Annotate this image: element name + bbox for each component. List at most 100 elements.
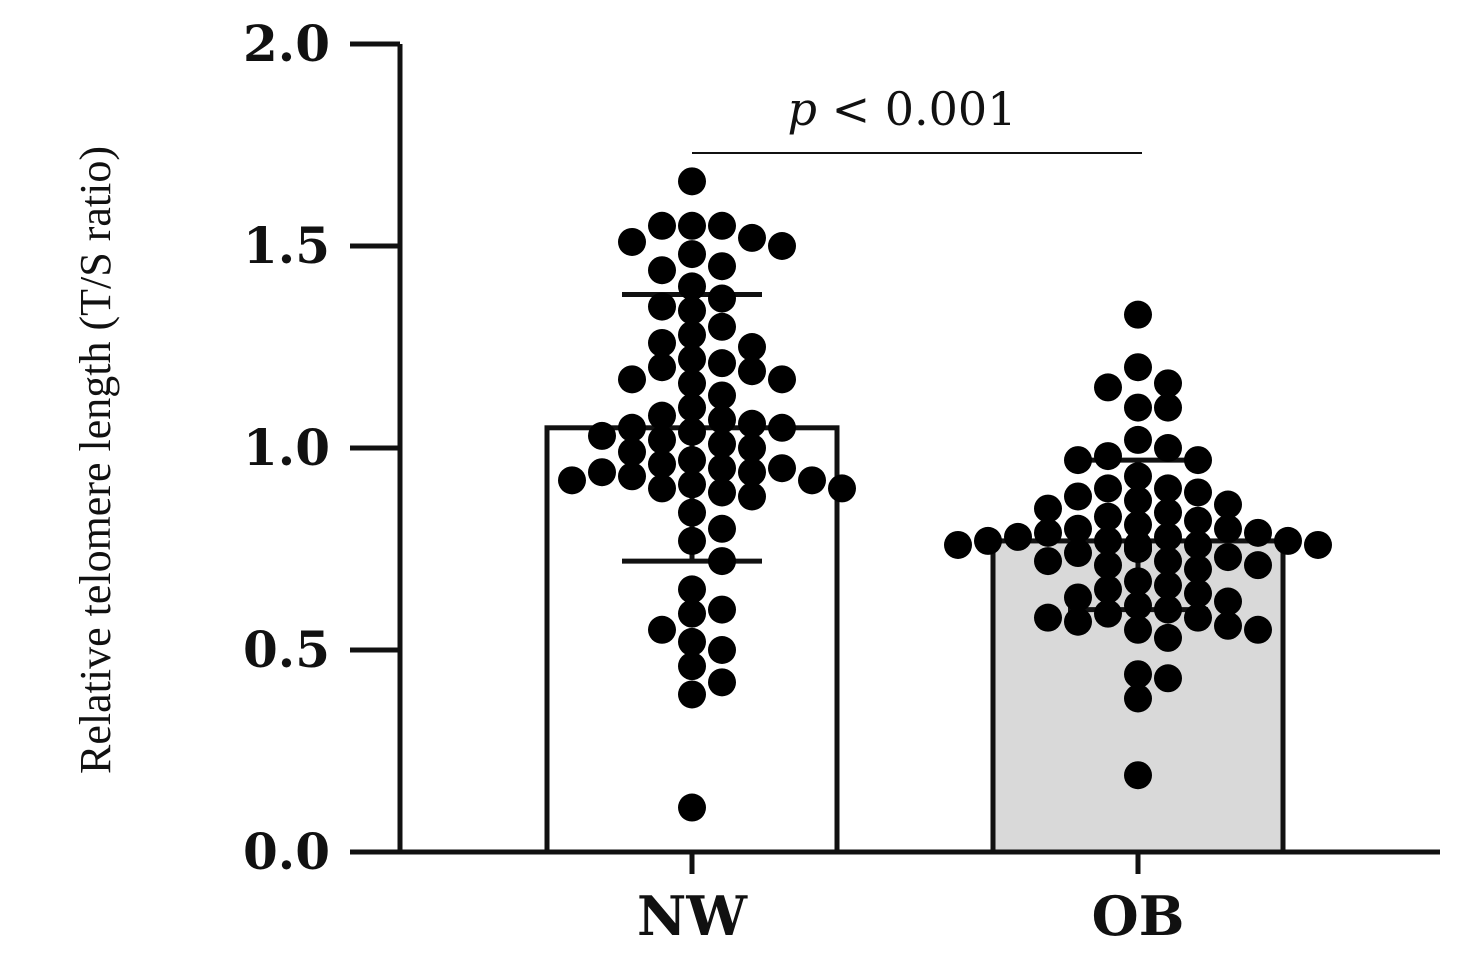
data-point xyxy=(618,365,646,394)
data-point xyxy=(1184,603,1212,632)
data-point xyxy=(648,353,676,382)
data-point xyxy=(1034,494,1062,523)
data-point xyxy=(708,514,736,543)
data-point xyxy=(678,167,706,196)
data-point xyxy=(678,446,706,475)
data-point xyxy=(648,474,676,503)
data-point xyxy=(678,393,706,422)
data-point xyxy=(1124,510,1152,539)
y-tick-label: 2.0 xyxy=(243,14,330,73)
data-point xyxy=(678,680,706,709)
data-point xyxy=(648,401,676,430)
data-point xyxy=(708,668,736,697)
data-point xyxy=(1154,571,1182,600)
data-point xyxy=(678,470,706,499)
data-point xyxy=(1124,684,1152,713)
data-point xyxy=(768,365,796,394)
data-point xyxy=(708,312,736,341)
data-point xyxy=(678,526,706,555)
data-point xyxy=(768,413,796,442)
data-point xyxy=(1184,555,1212,584)
data-point xyxy=(1304,530,1332,559)
data-point xyxy=(618,227,646,256)
data-point xyxy=(678,345,706,374)
data-point xyxy=(708,252,736,281)
data-point xyxy=(1094,599,1122,628)
data-point xyxy=(1064,514,1092,543)
data-point xyxy=(678,417,706,446)
data-point xyxy=(1064,607,1092,636)
data-point xyxy=(1094,502,1122,531)
data-point xyxy=(1124,353,1152,382)
data-point xyxy=(588,458,616,487)
data-point xyxy=(618,462,646,491)
y-axis-label: Relative telomere length (T/S ratio) xyxy=(71,146,120,774)
data-point xyxy=(1064,482,1092,511)
data-point xyxy=(1094,373,1122,402)
data-point xyxy=(738,458,766,487)
data-point xyxy=(1154,393,1182,422)
x-tick-label: NW xyxy=(637,884,748,948)
y-axis: 0.0 0.5 1.0 1.5 2.0 xyxy=(243,14,403,881)
data-point xyxy=(678,793,706,822)
data-point xyxy=(738,357,766,386)
data-point xyxy=(1124,567,1152,596)
data-point xyxy=(708,478,736,507)
data-point xyxy=(1214,587,1242,616)
data-point xyxy=(708,381,736,410)
data-point xyxy=(1154,474,1182,503)
data-point xyxy=(1154,595,1182,624)
data-point xyxy=(1064,539,1092,568)
data-point xyxy=(618,438,646,467)
data-point xyxy=(1154,434,1182,462)
data-point xyxy=(738,409,766,438)
data-point xyxy=(1184,506,1212,535)
data-point xyxy=(1124,462,1152,491)
x-axis: NW OB xyxy=(400,849,1440,948)
data-point xyxy=(1124,591,1152,620)
data-point xyxy=(1214,543,1242,572)
data-point xyxy=(1124,761,1152,790)
data-point xyxy=(1094,442,1122,471)
data-point xyxy=(648,425,676,454)
data-point xyxy=(738,333,766,361)
data-point xyxy=(974,526,1002,555)
data-point xyxy=(1244,518,1272,547)
data-point xyxy=(738,223,766,252)
data-point xyxy=(1154,369,1182,398)
data-point xyxy=(1064,446,1092,475)
data-point xyxy=(1154,664,1182,693)
data-point xyxy=(708,349,736,378)
y-tick-label: 0.5 xyxy=(243,620,330,679)
data-point xyxy=(678,240,706,269)
data-point xyxy=(678,498,706,527)
data-point xyxy=(648,211,676,240)
data-point xyxy=(1034,547,1062,576)
data-points xyxy=(558,167,1332,822)
data-point xyxy=(1274,526,1302,555)
data-point xyxy=(648,615,676,644)
data-point xyxy=(1094,551,1122,580)
data-point xyxy=(1244,615,1272,644)
data-point xyxy=(678,296,706,325)
data-point xyxy=(708,636,736,664)
data-point xyxy=(708,547,736,576)
data-point xyxy=(1154,623,1182,652)
data-point xyxy=(1184,446,1212,475)
data-point xyxy=(1184,530,1212,559)
data-point xyxy=(1244,551,1272,580)
significance-annotation: p < 0.001 xyxy=(692,82,1142,154)
data-point xyxy=(1094,575,1122,604)
data-point xyxy=(648,292,676,321)
data-point xyxy=(648,328,676,357)
data-point xyxy=(618,413,646,442)
data-point xyxy=(1214,514,1242,543)
data-point xyxy=(828,474,856,503)
data-point xyxy=(1154,522,1182,551)
data-point xyxy=(588,421,616,450)
data-point xyxy=(678,272,706,301)
data-point xyxy=(944,530,972,559)
data-point xyxy=(1124,660,1152,689)
data-point xyxy=(678,211,706,240)
